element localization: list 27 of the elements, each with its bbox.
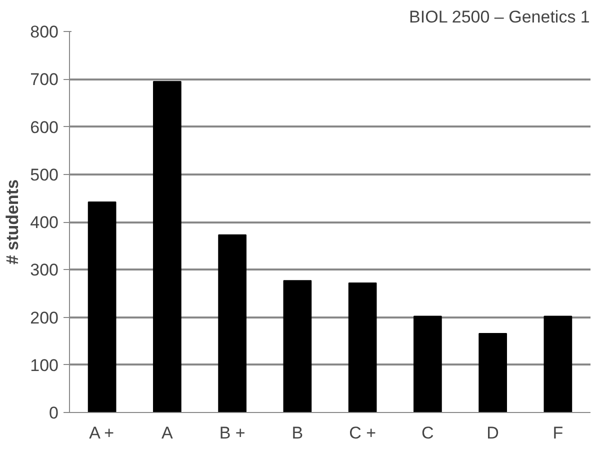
bar (414, 316, 442, 412)
bar (478, 332, 507, 412)
x-tick-label: F (552, 424, 564, 442)
x-tick-label: B + (219, 424, 246, 442)
y-tick-label: 500 (30, 165, 59, 184)
bar (88, 201, 116, 412)
x-tick-label: D (486, 424, 499, 442)
x-tick-label: A (162, 424, 174, 442)
y-tick-label: 400 (30, 213, 59, 232)
y-tick-label: 300 (30, 260, 59, 280)
bar (153, 81, 182, 412)
chart-title: BIOL 2500 – Genetics 1 (409, 8, 590, 26)
bar (544, 316, 572, 412)
y-tick-label: 800 (30, 22, 59, 42)
y-tick-label: 700 (30, 70, 59, 90)
y-tick-label: 200 (30, 308, 59, 328)
y-tick-label: 100 (30, 356, 59, 375)
bar (348, 282, 377, 412)
x-tick-label: C + (349, 424, 376, 442)
bar (283, 280, 312, 412)
y-tick-label: 600 (30, 118, 59, 137)
y-axis-title: # students (3, 179, 22, 265)
bar (218, 234, 246, 412)
x-tick-label: C (422, 424, 434, 442)
x-tick-label: A + (89, 424, 114, 442)
x-tick-label: B (292, 424, 304, 442)
y-tick-label: 0 (49, 404, 59, 422)
